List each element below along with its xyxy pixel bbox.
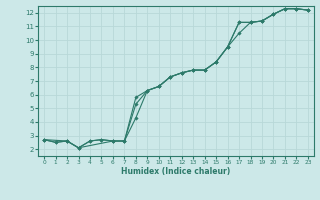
X-axis label: Humidex (Indice chaleur): Humidex (Indice chaleur) bbox=[121, 167, 231, 176]
